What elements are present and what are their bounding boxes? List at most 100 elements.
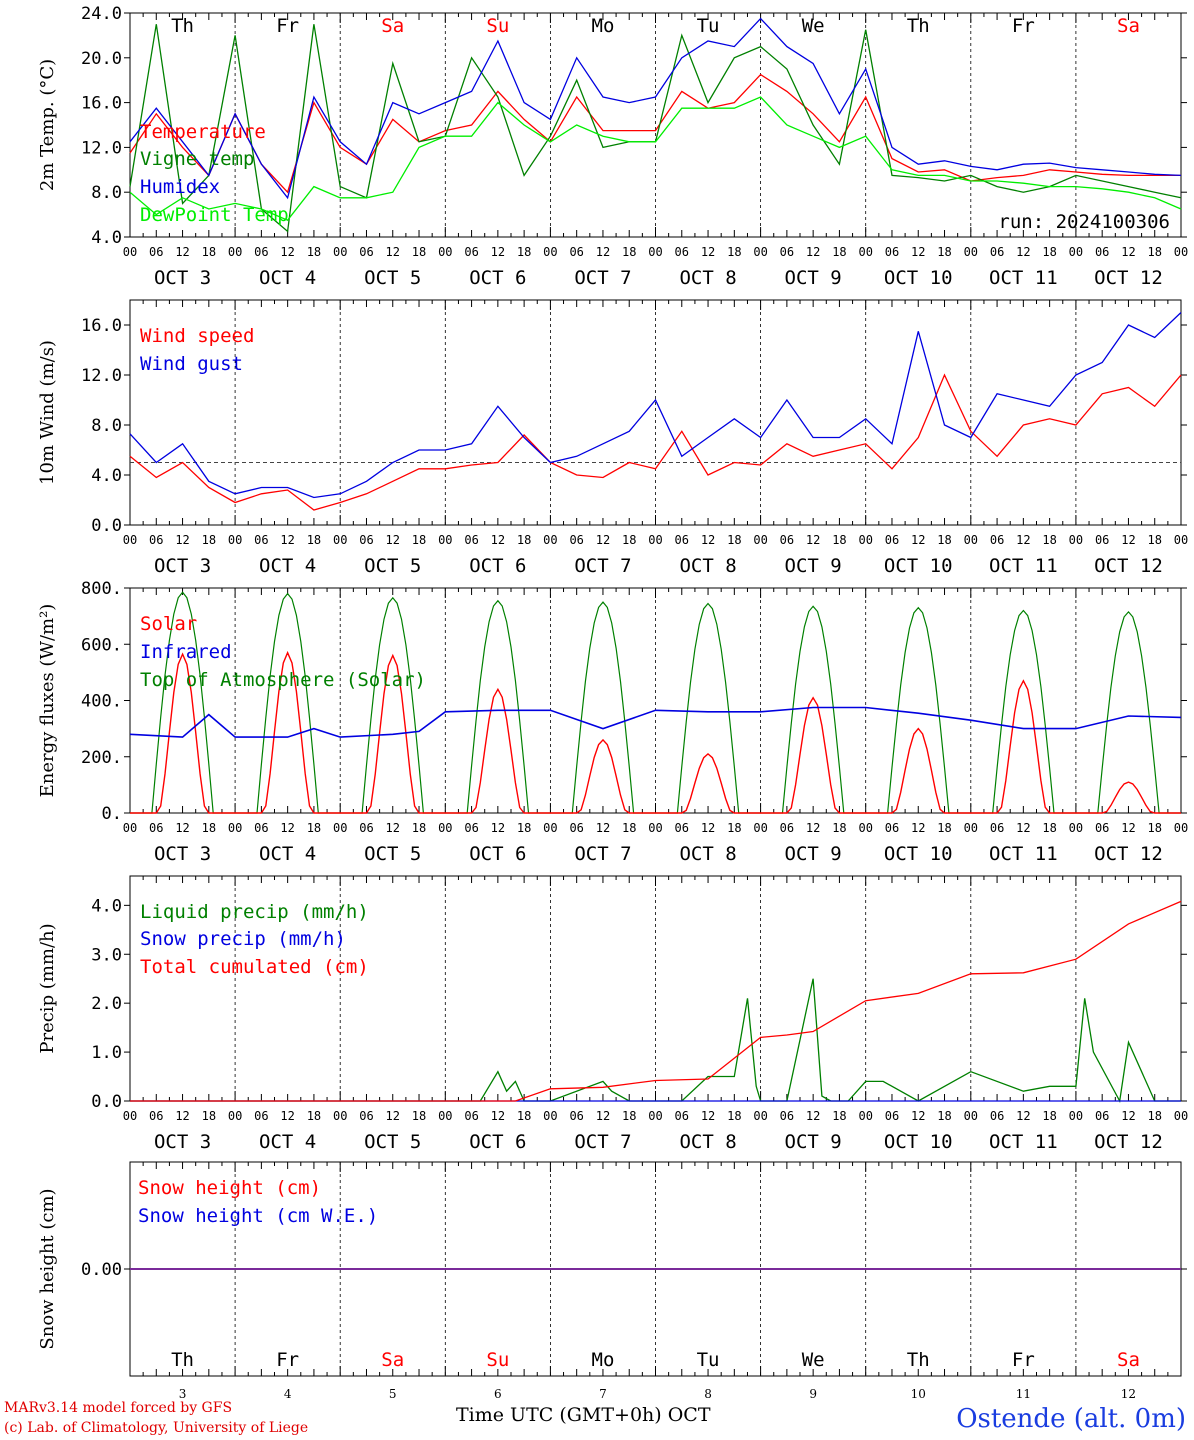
date-label: OCT 11: [989, 843, 1058, 865]
hour-tick-label: 12: [491, 533, 505, 547]
hour-tick-label: 06: [1095, 1109, 1109, 1123]
hour-tick-label: 00: [858, 1109, 872, 1123]
legend-entry: DewPoint Temp: [140, 204, 289, 226]
hour-tick-label: 06: [885, 533, 899, 547]
hour-tick-label: 00: [543, 245, 557, 259]
hour-tick-label: 06: [780, 245, 794, 259]
hour-tick-label: 00: [1069, 245, 1083, 259]
hour-tick-label: 12: [1121, 821, 1135, 835]
hour-tick-label: 12: [701, 821, 715, 835]
hour-tick-label: 12: [386, 245, 400, 259]
hour-tick-label: 06: [149, 821, 163, 835]
hour-tick-label: 18: [1042, 245, 1056, 259]
date-label: OCT 9: [785, 555, 842, 577]
y-tick-label: 0.0: [91, 516, 122, 536]
date-label: OCT 6: [469, 555, 526, 577]
weekday-label: We: [802, 15, 825, 37]
hour-tick-label: 18: [937, 245, 951, 259]
hour-tick-label: 12: [175, 533, 189, 547]
hour-tick-label: 00: [1069, 1109, 1083, 1123]
hour-tick-label: 18: [1147, 1109, 1161, 1123]
y-tick-label: 12.0: [81, 138, 122, 158]
hour-tick-label: 06: [1095, 245, 1109, 259]
day-number-label: 8: [704, 1387, 712, 1401]
date-label: OCT 11: [989, 1131, 1058, 1153]
hour-tick-label: 18: [307, 821, 321, 835]
y-tick-label: 16.0: [81, 316, 122, 336]
date-label: OCT 10: [884, 267, 953, 289]
hour-tick-label: 12: [175, 1109, 189, 1123]
date-label: OCT 9: [785, 843, 842, 865]
hour-tick-label: 06: [359, 533, 373, 547]
weekday-label: Th: [907, 15, 930, 37]
date-label: OCT 3: [154, 555, 211, 577]
hour-tick-label: 06: [675, 1109, 689, 1123]
hour-tick-label: 12: [911, 245, 925, 259]
weekday-label: Sa: [381, 15, 404, 37]
hour-tick-label: 06: [569, 1109, 583, 1123]
hour-tick-label: 06: [149, 1109, 163, 1123]
date-label: OCT 4: [259, 555, 316, 577]
hour-tick-label: 00: [543, 533, 557, 547]
hour-tick-label: 18: [937, 1109, 951, 1123]
hour-tick-label: 06: [254, 1109, 268, 1123]
lab-credit: (c) Lab. of Climatology, University of L…: [4, 1420, 309, 1436]
date-label: OCT 7: [574, 267, 631, 289]
legend-entry: Liquid precip (mm/h): [140, 901, 369, 923]
hour-tick-label: 18: [832, 245, 846, 259]
hour-tick-label: 00: [648, 245, 662, 259]
wind-speed-line: [129, 373, 1182, 511]
legend-entry: Vigne temp: [140, 148, 254, 170]
hour-tick-label: 12: [1016, 1109, 1030, 1123]
hour-tick-label: 00: [438, 1109, 452, 1123]
hour-tick-label: 00: [123, 245, 137, 259]
date-label: OCT 11: [989, 267, 1058, 289]
hour-tick-label: 00: [1174, 245, 1188, 259]
date-label: OCT 3: [154, 843, 211, 865]
hour-tick-label: 18: [517, 821, 531, 835]
hour-tick-label: 06: [990, 533, 1004, 547]
day-number-label: 6: [494, 1387, 502, 1401]
hour-tick-label: 06: [254, 245, 268, 259]
legend-entry: Temperature: [140, 121, 266, 143]
hour-tick-label: 00: [228, 245, 242, 259]
hour-tick-label: 18: [622, 533, 636, 547]
weekday-label: Sa: [1117, 1349, 1140, 1371]
date-label: OCT 5: [364, 267, 421, 289]
hour-tick-label: 18: [1147, 245, 1161, 259]
hour-tick-label: 00: [333, 1109, 347, 1123]
date-label: OCT 5: [364, 843, 421, 865]
y-tick-label: 8.0: [91, 416, 122, 436]
hour-tick-label: 00: [123, 1109, 137, 1123]
hour-tick-label: 12: [386, 821, 400, 835]
y-axis-title: 2m Temp. (°C): [37, 59, 58, 191]
y-tick-label: 4.0: [91, 466, 122, 486]
legend-entry: Snow height (cm W.E.): [138, 1205, 378, 1227]
hour-tick-label: 06: [885, 1109, 899, 1123]
hour-tick-label: 00: [753, 245, 767, 259]
hour-tick-label: 18: [622, 821, 636, 835]
hour-tick-label: 00: [648, 1109, 662, 1123]
hour-tick-label: 12: [280, 821, 294, 835]
hour-tick-label: 00: [858, 533, 872, 547]
hour-tick-label: 12: [386, 533, 400, 547]
hour-tick-label: 18: [832, 1109, 846, 1123]
weekday-label: Sa: [381, 1349, 404, 1371]
hour-tick-label: 12: [701, 533, 715, 547]
hour-tick-label: 12: [911, 533, 925, 547]
date-label: OCT 5: [364, 1131, 421, 1153]
weekday-label: Sa: [1117, 15, 1140, 37]
hour-tick-label: 06: [1095, 821, 1109, 835]
hour-tick-label: 06: [359, 1109, 373, 1123]
hour-tick-label: 06: [254, 821, 268, 835]
weekday-label: Th: [171, 1349, 194, 1371]
hour-tick-label: 18: [307, 1109, 321, 1123]
weekday-label: Fr: [276, 1349, 299, 1371]
hour-tick-label: 06: [990, 821, 1004, 835]
hour-tick-label: 00: [123, 821, 137, 835]
hour-tick-label: 18: [412, 245, 426, 259]
hour-tick-label: 12: [491, 245, 505, 259]
hour-tick-label: 06: [569, 245, 583, 259]
date-label: OCT 4: [259, 1131, 316, 1153]
hour-tick-label: 00: [543, 1109, 557, 1123]
